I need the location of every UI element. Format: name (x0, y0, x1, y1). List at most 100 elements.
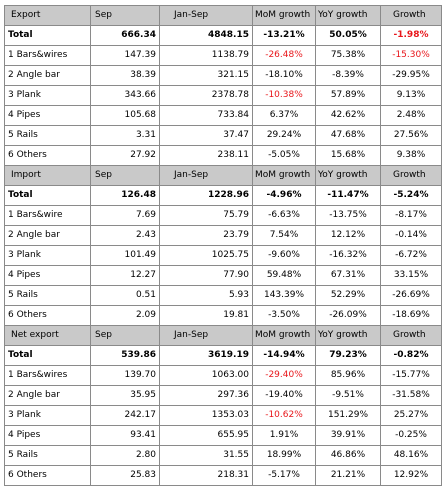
row-label: 5 Rails (4, 445, 91, 466)
cell-mom-growth: 29.24% (252, 125, 316, 146)
column-header-jan-sep: Jan-Sep (159, 325, 253, 346)
cell-jan-sep: 37.47 (159, 125, 253, 146)
cell-sep: 2.09 (90, 305, 160, 326)
cell-growth: 9.13% (380, 85, 442, 106)
row-label: 6 Others (4, 465, 91, 486)
row-label: 4 Pipes (4, 265, 91, 286)
row-label: 2 Angle bar (4, 225, 91, 246)
column-header-sep: Sep (90, 165, 160, 186)
cell-sep: 147.39 (90, 45, 160, 66)
cell-jan-sep: 321.15 (159, 65, 253, 86)
cell-jan-sep: 1138.79 (159, 45, 253, 66)
column-header-jan-sep: Jan-Sep (159, 165, 253, 186)
cell-mom-growth: 7.54% (252, 225, 316, 246)
cell-yoy-growth: 12.12% (315, 225, 381, 246)
cell-jan-sep: 1228.96 (159, 185, 253, 206)
cell-sep: 126.48 (90, 185, 160, 206)
cell-mom-growth: -5.05% (252, 145, 316, 166)
cell-growth: -6.72% (380, 245, 442, 266)
cell-growth: -29.95% (380, 65, 442, 86)
import-total-row: Total 126.48 1228.96 -4.96% -11.47% -5.24% (4, 185, 442, 206)
cell-yoy-growth: 75.38% (315, 45, 381, 66)
row-label: 2 Angle bar (4, 385, 91, 406)
cell-sep: 38.39 (90, 65, 160, 86)
cell-sep: 139.70 (90, 365, 160, 386)
cell-mom-growth: -6.63% (252, 205, 316, 226)
cell-growth: -0.14% (380, 225, 442, 246)
cell-growth: -0.82% (380, 345, 442, 366)
cell-mom-growth: -10.38% (252, 85, 316, 106)
cell-jan-sep: 75.79 (159, 205, 253, 226)
cell-sep: 242.17 (90, 405, 160, 426)
cell-yoy-growth: 67.31% (315, 265, 381, 286)
row-label: 4 Pipes (4, 105, 91, 126)
cell-mom-growth: -26.48% (252, 45, 316, 66)
cell-jan-sep: 238.11 (159, 145, 253, 166)
cell-growth: -0.25% (380, 425, 442, 446)
table-row: 6 Others 25.83 218.31 -5.17% 21.21% 12.92% (4, 465, 442, 486)
table-row: 2 Angle bar 38.39 321.15 -18.10% -8.39% -29.9… (4, 65, 442, 86)
table-row: 6 Others 2.09 19.81 -3.50% -26.09% -18.69% (4, 305, 442, 326)
column-header-mom-growth: MoM growth (252, 325, 316, 346)
cell-yoy-growth: -9.51% (315, 385, 381, 406)
column-header-mom-growth: MoM growth (252, 165, 316, 186)
cell-yoy-growth: 46.86% (315, 445, 381, 466)
table-row: 5 Rails 0.51 5.93 143.39% 52.29% -26.69% (4, 285, 442, 306)
cell-sep: 27.92 (90, 145, 160, 166)
cell-sep: 666.34 (90, 25, 160, 46)
cell-jan-sep: 77.90 (159, 265, 253, 286)
cell-jan-sep: 19.81 (159, 305, 253, 326)
cell-yoy-growth: -13.75% (315, 205, 381, 226)
table-row: 4 Pipes 12.27 77.90 59.48% 67.31% 33.15% (4, 265, 442, 286)
cell-yoy-growth: 151.29% (315, 405, 381, 426)
cell-growth: 9.38% (380, 145, 442, 166)
row-label: 6 Others (4, 145, 91, 166)
cell-yoy-growth: -11.47% (315, 185, 381, 206)
cell-sep: 25.83 (90, 465, 160, 486)
cell-mom-growth: -19.40% (252, 385, 316, 406)
row-label: 3 Plank (4, 245, 91, 266)
column-header-sep: Sep (90, 5, 160, 26)
cell-mom-growth: -3.50% (252, 305, 316, 326)
cell-mom-growth: -5.17% (252, 465, 316, 486)
row-label: 1 Bars&wires (4, 45, 91, 66)
row-label: 1 Bars&wire (4, 205, 91, 226)
cell-growth: -15.30% (380, 45, 442, 66)
table-row: 3 Plank 242.17 1353.03 -10.62% 151.29% 25.27% (4, 405, 442, 426)
cell-jan-sep: 1025.75 (159, 245, 253, 266)
cell-yoy-growth: 52.29% (315, 285, 381, 306)
cell-growth: -5.24% (380, 185, 442, 206)
net-export-header-row: Net export Sep Jan-Sep MoM growth YoY growth… (4, 325, 442, 346)
cell-growth: 2.48% (380, 105, 442, 126)
cell-yoy-growth: -26.09% (315, 305, 381, 326)
row-label: 6 Others (4, 305, 91, 326)
cell-sep: 0.51 (90, 285, 160, 306)
table-row: 1 Bars&wires 147.39 1138.79 -26.48% 75.38% -1… (4, 45, 442, 66)
column-header-sep: Sep (90, 325, 160, 346)
cell-yoy-growth: 50.05% (315, 25, 381, 46)
column-header-growth: Growth (380, 165, 442, 186)
cell-yoy-growth: 85.96% (315, 365, 381, 386)
cell-yoy-growth: 39.91% (315, 425, 381, 446)
cell-jan-sep: 1063.00 (159, 365, 253, 386)
cell-jan-sep: 3619.19 (159, 345, 253, 366)
row-label: 3 Plank (4, 405, 91, 426)
cell-growth: 33.15% (380, 265, 442, 286)
cell-growth: -15.77% (380, 365, 442, 386)
cell-mom-growth: -18.10% (252, 65, 316, 86)
net-export-total-row: Total 539.86 3619.19 -14.94% 79.23% -0.82% (4, 345, 442, 366)
cell-sep: 7.69 (90, 205, 160, 226)
table-row: 1 Bars&wire 7.69 75.79 -6.63% -13.75% -8.17% (4, 205, 442, 226)
column-header-mom-growth: MoM growth (252, 5, 316, 26)
column-header-yoy-growth: YoY growth (315, 5, 381, 26)
table-row: 4 Pipes 105.68 733.84 6.37% 42.62% 2.48% (4, 105, 442, 126)
cell-yoy-growth: 15.68% (315, 145, 381, 166)
cell-mom-growth: 143.39% (252, 285, 316, 306)
cell-mom-growth: -4.96% (252, 185, 316, 206)
cell-sep: 539.86 (90, 345, 160, 366)
cell-mom-growth: 6.37% (252, 105, 316, 126)
cell-growth: -31.58% (380, 385, 442, 406)
export-total-row: Total 666.34 4848.15 -13.21% 50.05% -1.98% (4, 25, 442, 46)
cell-mom-growth: 18.99% (252, 445, 316, 466)
cell-jan-sep: 31.55 (159, 445, 253, 466)
